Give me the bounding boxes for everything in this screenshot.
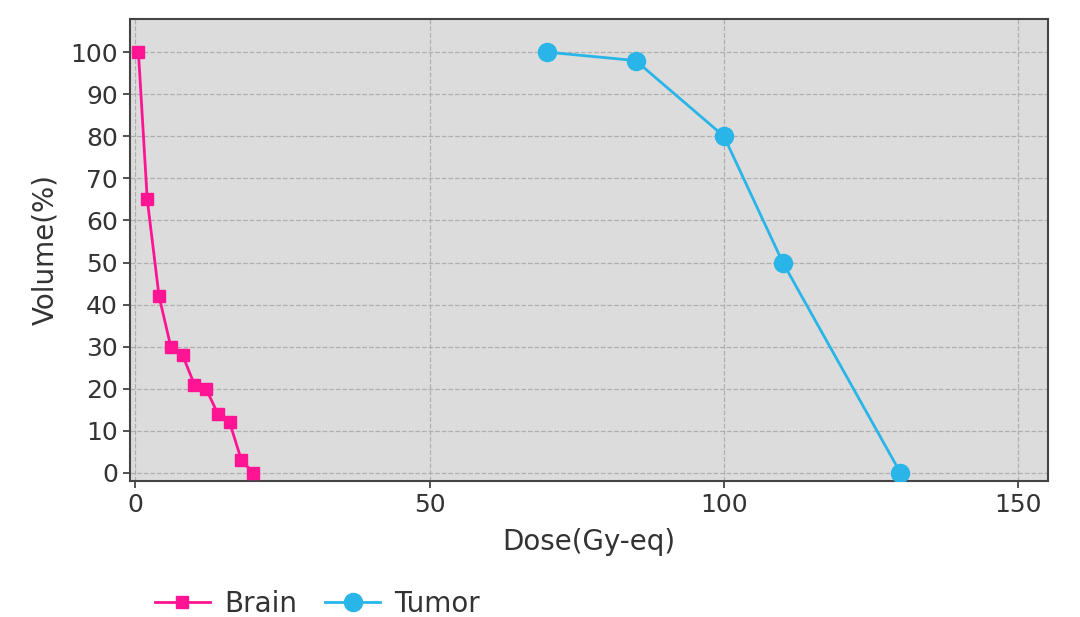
Brain [140, 196, 153, 203]
Y-axis label: Volume(%): Volume(%) [31, 175, 59, 325]
Tumor [894, 469, 907, 476]
Brain [132, 49, 145, 56]
Brain [246, 469, 259, 476]
Brain [212, 410, 225, 418]
X-axis label: Dose(Gy-eq): Dose(Gy-eq) [502, 528, 675, 556]
Brain [176, 351, 189, 358]
Legend: Brain, Tumor: Brain, Tumor [144, 579, 491, 617]
Line: Tumor: Tumor [538, 43, 909, 482]
Tumor [717, 133, 730, 140]
Brain [188, 381, 201, 388]
Tumor [777, 259, 789, 266]
Tumor [541, 49, 554, 56]
Brain [200, 385, 213, 392]
Brain [164, 343, 177, 350]
Brain [224, 419, 237, 426]
Tumor [630, 57, 643, 64]
Line: Brain: Brain [132, 46, 259, 479]
Brain [152, 292, 165, 300]
Brain [235, 457, 248, 464]
